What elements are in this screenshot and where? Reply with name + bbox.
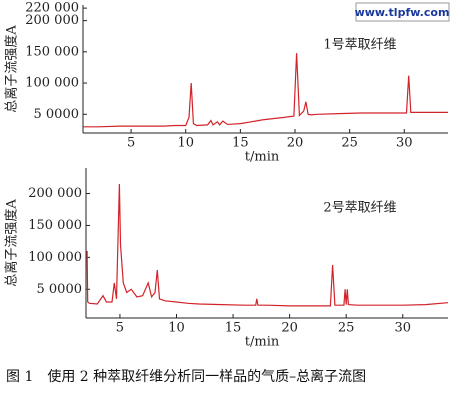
watermark: www.tlpfw.com [355,6,450,19]
y-tick-label: 5 0000 [37,282,83,297]
x-tick-label: 5 [116,321,124,336]
watermark-box [355,2,450,22]
y-tick-label: 100 000 [25,76,79,91]
x-tick-label: 30 [396,136,413,151]
y-axis-label: 总离子流强度A [4,199,20,287]
x-tick-label: 30 [394,321,411,336]
x-tick-label: 25 [341,136,358,151]
x-tick-label: 10 [168,321,185,336]
annotation: 2号萃取纤维 [323,201,396,216]
y-tick-label: 220 000 [25,1,79,16]
x-tick-label: 10 [177,136,194,151]
y-tick-label: 150 000 [25,44,79,59]
y-tick-label: 100 000 [28,250,82,265]
x-tick-label: 5 [127,136,135,151]
figure-caption: 图 1 使用 2 种萃取纤维分析同一样品的气质–总离子流图 [6,369,367,385]
x-tick-label: 15 [225,321,242,336]
annotation: 1号萃取纤维 [323,38,396,53]
x-axis-label: t/min [245,150,280,165]
y-tick-label: 5 0000 [34,107,80,122]
data-line [86,183,449,307]
x-axis-label: t/min [245,335,280,350]
y-tick-label: 200 000 [25,13,79,28]
y-tick-label: 200 000 [28,186,82,201]
x-tick-label: 25 [338,321,355,336]
y-axis-label: 总离子流强度A [4,25,20,113]
y-tick-label: 150 000 [28,218,82,233]
x-tick-label: 15 [232,136,249,151]
x-tick-label: 20 [281,321,298,336]
x-tick-label: 20 [287,136,304,151]
data-line [83,53,448,128]
